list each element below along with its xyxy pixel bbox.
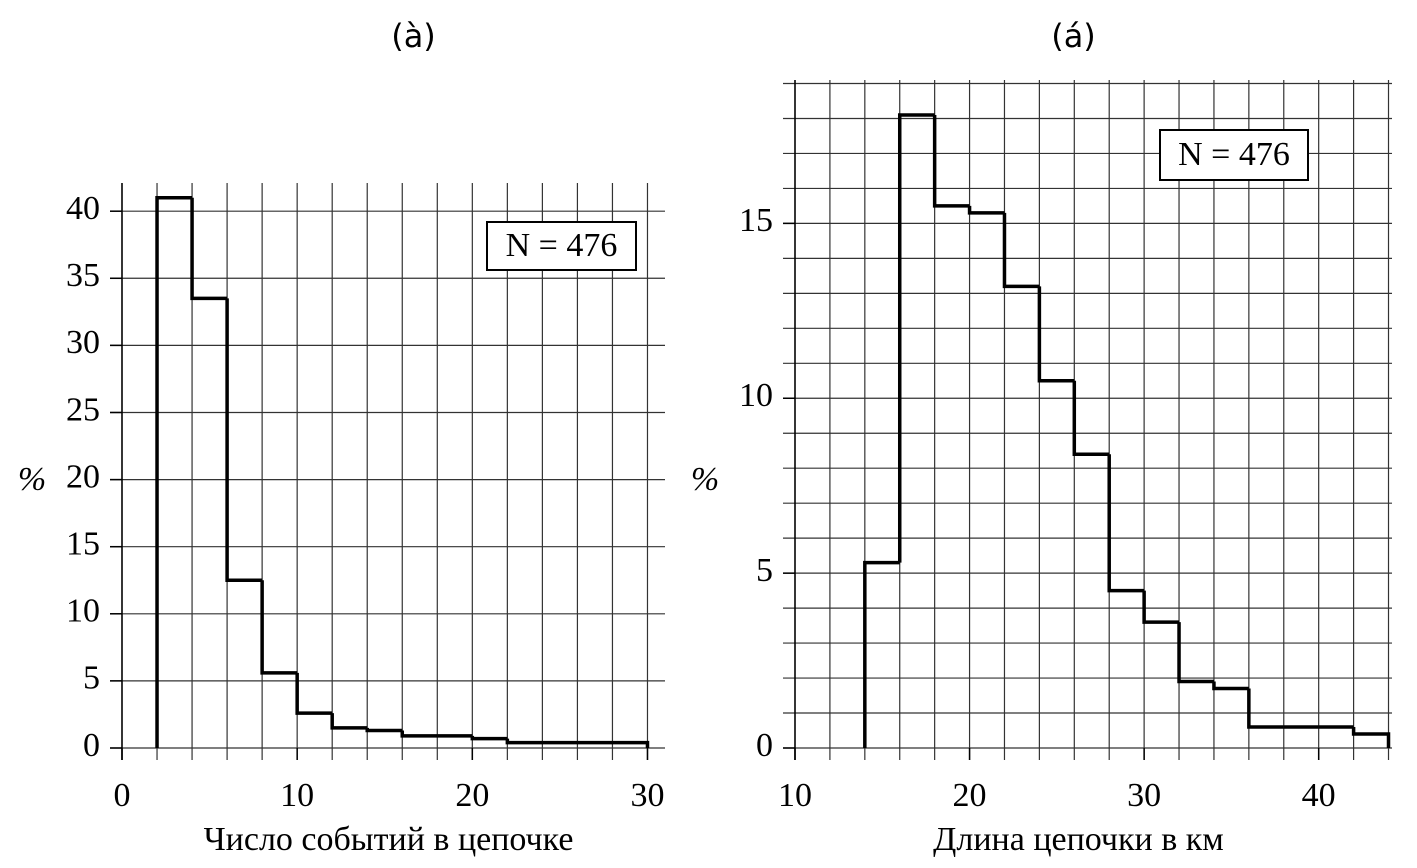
histogram-bar — [863, 560, 900, 748]
histogram-bar — [1142, 590, 1180, 624]
histogram-bar — [1002, 212, 1040, 289]
x-axis-label: Длина цепочки в км — [933, 821, 1224, 858]
y-tick-label: 20 — [66, 458, 100, 495]
histogram-bar — [365, 727, 403, 733]
annotation: N = 476 — [1178, 136, 1290, 173]
y-tick-label: 0 — [756, 727, 773, 764]
x-tick-label: 10 — [778, 777, 812, 814]
histogram-bar — [967, 205, 1005, 215]
x-tick-label: 40 — [1302, 777, 1336, 814]
x-tick-label: 20 — [953, 777, 987, 814]
histogram-bar — [330, 713, 368, 730]
histogram-bar — [225, 298, 263, 582]
histogram-bar — [1351, 727, 1391, 748]
histogram-bar — [1212, 681, 1249, 691]
histogram-bar — [295, 672, 333, 715]
histogram-bar — [400, 730, 438, 738]
x-axis-label: Число событий в цепочке — [204, 821, 574, 858]
y-tick-label: 15 — [739, 202, 773, 239]
x-tick-label: 10 — [280, 777, 314, 814]
histogram-bar — [1072, 380, 1110, 456]
histogram-bar — [505, 738, 543, 745]
y-tick-label: 0 — [83, 727, 100, 764]
histogram-bar — [155, 196, 193, 748]
chart-title: (à) — [391, 17, 436, 55]
y-axis-label: % — [18, 461, 46, 498]
histogram-bar — [1247, 688, 1284, 729]
y-tick-label: 5 — [756, 552, 773, 589]
x-tick-label: 0 — [114, 777, 131, 814]
y-tick-label: 35 — [66, 257, 100, 294]
histogram-bar — [470, 735, 508, 741]
x-tick-label: 30 — [1127, 777, 1161, 814]
annotation: N = 476 — [506, 227, 618, 264]
annotation-box — [1159, 129, 1309, 181]
histogram-bar — [897, 113, 935, 563]
histogram-bar — [1037, 286, 1075, 383]
y-tick-label: 10 — [739, 377, 773, 414]
y-tick-label: 5 — [83, 660, 100, 697]
y-tick-label: 15 — [66, 525, 100, 562]
y-tick-label: 40 — [66, 190, 100, 227]
y-axis-label: % — [691, 461, 719, 498]
histogram-bar — [1177, 622, 1214, 684]
y-tick-label: 10 — [66, 593, 100, 630]
histogram-bar — [932, 114, 970, 208]
chart-title: (á) — [1051, 17, 1096, 55]
histogram-bar — [612, 740, 650, 748]
histogram-bar — [260, 580, 298, 675]
histogram-bar — [1107, 454, 1145, 593]
histogram-bar — [190, 197, 228, 301]
annotation-box — [486, 221, 637, 271]
x-tick-label: 30 — [630, 777, 664, 814]
y-tick-label: 30 — [66, 324, 100, 361]
y-tick-label: 25 — [66, 391, 100, 428]
x-tick-label: 20 — [455, 777, 489, 814]
